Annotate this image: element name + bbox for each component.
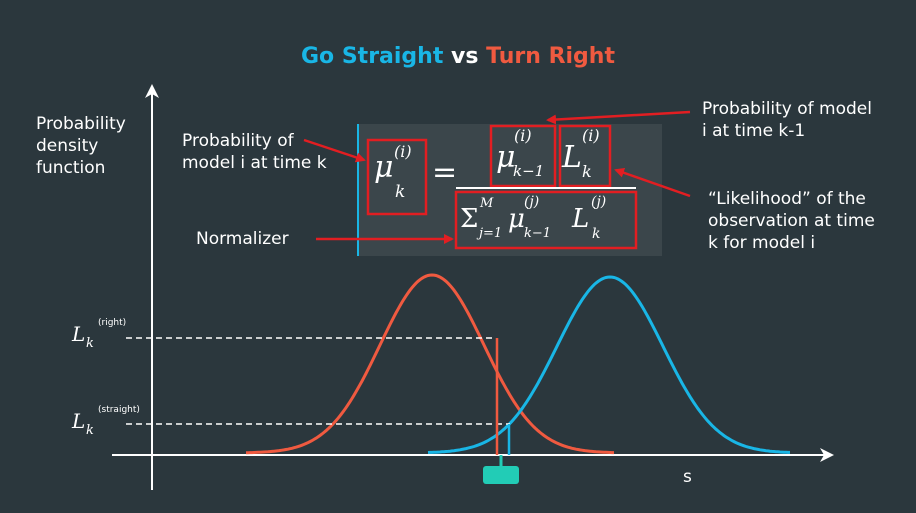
num-L-sub: k	[582, 162, 592, 181]
box-mu-k1	[489, 124, 557, 188]
den-L-sub: k	[592, 226, 601, 242]
box-L-k	[558, 124, 612, 188]
den-mu-sup: (j)	[524, 194, 540, 210]
den-sigma-sub: j=1	[479, 226, 503, 241]
label-prob-k-line1: Probability of	[182, 131, 294, 151]
box-mu-k	[366, 138, 428, 216]
label-prob-k1-line1: Probability of model	[702, 99, 872, 119]
arrow-prob-k	[303, 138, 366, 163]
tick-L-right: L	[72, 322, 86, 346]
num-mu: μ	[496, 140, 516, 175]
y-axis-label: Probability density function	[36, 113, 126, 179]
y-axis-label-line2: density	[36, 136, 99, 156]
den-sigma: Σ	[460, 204, 479, 234]
num-mu-sub: k−1	[513, 162, 545, 180]
x-axis-label: s	[683, 467, 692, 487]
y-axis-label-line3: function	[36, 158, 106, 178]
tick-L-straight-sup: (straight)	[98, 405, 140, 415]
den-mu-sub: k−1	[524, 226, 552, 241]
observation-marker[interactable]	[483, 466, 519, 484]
label-likelihood-line3: k for model i	[708, 233, 816, 253]
den-L: L	[572, 204, 590, 234]
den-sigma-sup: M	[480, 196, 494, 211]
den-L-sup: (j)	[591, 194, 607, 210]
go-straight-curve	[427, 275, 790, 454]
formula-mu-k-sub: k	[395, 182, 406, 202]
title-vs: vs	[451, 44, 479, 69]
turn-right-curve	[246, 273, 614, 455]
label-prob-k: Probability of model i at time k	[182, 130, 327, 174]
tick-L-right-sub: k	[86, 336, 94, 351]
formula-panel	[358, 124, 662, 256]
tick-L-straight-sub: k	[86, 423, 94, 438]
tick-L-straight: L	[72, 409, 86, 433]
label-likelihood: “Likelihood” of the observation at time …	[708, 188, 875, 254]
label-prob-k-line2: model i at time k	[182, 153, 327, 173]
tick-L-right-sup: (right)	[98, 318, 127, 328]
box-normalizer	[454, 190, 638, 250]
arrow-prob-k1	[546, 110, 691, 125]
formula-mu-k-sup: (i)	[394, 142, 412, 161]
y-axis-label-line1: Probability	[36, 114, 126, 134]
label-prob-k1-line2: i at time k-1	[702, 121, 806, 141]
num-L: L	[562, 140, 582, 175]
formula-mu-k: μ	[374, 150, 394, 185]
title-go-straight: Go Straight	[301, 44, 444, 69]
title-turn-right: Turn Right	[486, 44, 615, 69]
slide-title: Go Straight vs Turn Right	[0, 44, 916, 69]
arrow-likelihood	[614, 167, 691, 198]
num-L-sup: (i)	[582, 126, 600, 145]
label-prob-k1: Probability of model i at time k-1	[702, 98, 872, 142]
label-likelihood-line1: “Likelihood” of the	[708, 189, 866, 209]
label-likelihood-line2: observation at time	[708, 211, 875, 231]
mu-symbol: μ	[374, 150, 394, 185]
label-normalizer: Normalizer	[196, 229, 289, 249]
den-mu: μ	[508, 204, 525, 234]
formula-equals: =	[432, 155, 458, 190]
num-mu-sup: (i)	[514, 126, 532, 145]
